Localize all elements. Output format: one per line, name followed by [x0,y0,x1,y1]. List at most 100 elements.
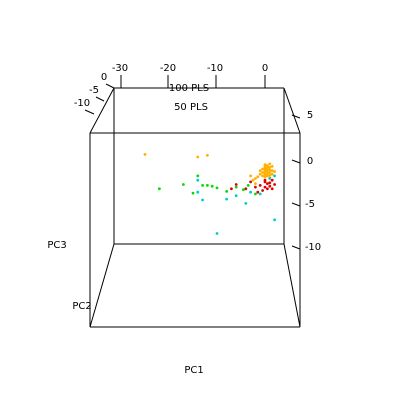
data-point-series-3 [225,198,228,201]
data-point-series-3 [235,194,238,197]
box-edge [284,88,300,133]
data-point-series-0 [268,163,271,166]
data-point-series-1 [249,181,252,184]
data-point-series-1 [256,191,259,194]
data-point-series-0 [271,165,274,168]
data-point-series-1 [266,182,269,185]
data-point-series-1 [271,179,274,182]
data-point-series-1 [244,187,247,190]
tick-mark [96,97,104,101]
data-point-series-3 [201,199,204,202]
data-point-series-0 [268,174,271,177]
y-tick-label: -10 [74,98,90,109]
box-edge [90,244,114,327]
tick-mark [292,203,300,206]
data-point-series-0 [268,169,271,172]
data-point-series-0 [264,175,267,178]
data-point-series-3 [273,218,276,221]
data-point-series-3 [196,179,199,182]
data-point-series-1 [230,187,233,190]
data-point-series-0 [273,170,276,173]
data-point-series-0 [254,182,257,185]
x-tick-label: -20 [160,63,176,74]
data-point-series-1 [271,187,274,190]
data-point-series-0 [266,167,269,170]
tick-mark [106,84,114,88]
y-tick-label: 0 [101,72,107,83]
data-point-series-2 [192,192,195,195]
y-tick-label: -5 [89,85,99,96]
data-point-series-0 [261,175,264,178]
data-point-series-1 [266,187,269,190]
data-point-series-0 [261,171,264,174]
x-tick-label: 0 [262,63,268,74]
x-tick-label: -30 [112,63,128,74]
legend: 100 PLS 50 PLS [169,83,209,113]
data-point-series-0 [261,168,264,171]
data-point-series-0 [256,175,259,178]
data-point-series-0 [268,166,271,169]
tick-mark [85,110,94,114]
data-point-series-0 [144,153,147,156]
axis-label-pc3: PC3 [47,240,66,251]
data-point-series-1 [264,186,267,189]
data-point-series-2 [235,186,238,189]
tick-mark [292,160,300,163]
data-point-series-2 [201,184,204,187]
data-point-series-0 [266,169,269,172]
data-point-series-2 [242,188,245,191]
data-point-series-1 [268,181,271,184]
data-point-series-1 [254,186,257,189]
data-point-series-0 [252,179,255,182]
z-tick-label: -10 [305,242,321,253]
data-point-series-2 [206,184,209,187]
data-point-series-0 [271,169,274,172]
data-point-series-3 [216,232,219,235]
data-point-series-2 [247,184,250,187]
data-point-series-1 [261,189,264,192]
axis-label-pc2: PC2 [72,301,91,312]
x-tick-label: -10 [207,63,223,74]
data-point-series-2 [158,187,161,190]
legend-entry-50-pls: 50 PLS [174,102,208,113]
data-point-series-1 [268,185,271,188]
data-point-series-2 [196,175,199,178]
tick-mark [292,115,300,118]
data-point-series-3 [249,191,252,194]
data-point-series-0 [249,175,252,178]
data-point-series-2 [225,190,228,193]
data-point-series-0 [206,154,209,157]
z-tick-label: 5 [307,110,313,121]
box-edge [284,244,300,327]
data-point-series-1 [273,183,276,186]
data-point-series-3 [268,177,271,180]
data-points [144,153,276,235]
axis-labels: PC1 PC2 PC3 [47,240,203,376]
z-tick-label: 0 [307,156,313,167]
data-point-series-1 [264,179,267,182]
data-point-series-0 [259,173,262,176]
z-tick-label: -5 [305,199,315,210]
data-point-series-0 [254,177,257,180]
plot-box [90,88,300,327]
data-point-series-1 [235,183,238,186]
data-point-series-2 [211,185,214,188]
data-point-series-0 [271,173,274,176]
tick-mark [292,246,300,249]
data-point-series-0 [266,164,269,167]
axis-label-pc1: PC1 [184,365,203,376]
data-point-series-3 [196,191,199,194]
data-point-series-0 [266,175,269,178]
data-point-series-3 [244,202,247,205]
data-point-series-1 [259,184,262,187]
data-point-series-0 [259,169,262,172]
data-point-series-2 [182,183,185,186]
data-point-series-3 [273,175,276,178]
legend-entry-100-pls: 100 PLS [169,83,209,94]
data-point-series-0 [266,172,269,175]
data-point-series-3 [259,193,262,196]
data-point-series-0 [196,156,199,159]
data-point-series-2 [254,193,257,196]
data-point-series-0 [268,171,271,174]
